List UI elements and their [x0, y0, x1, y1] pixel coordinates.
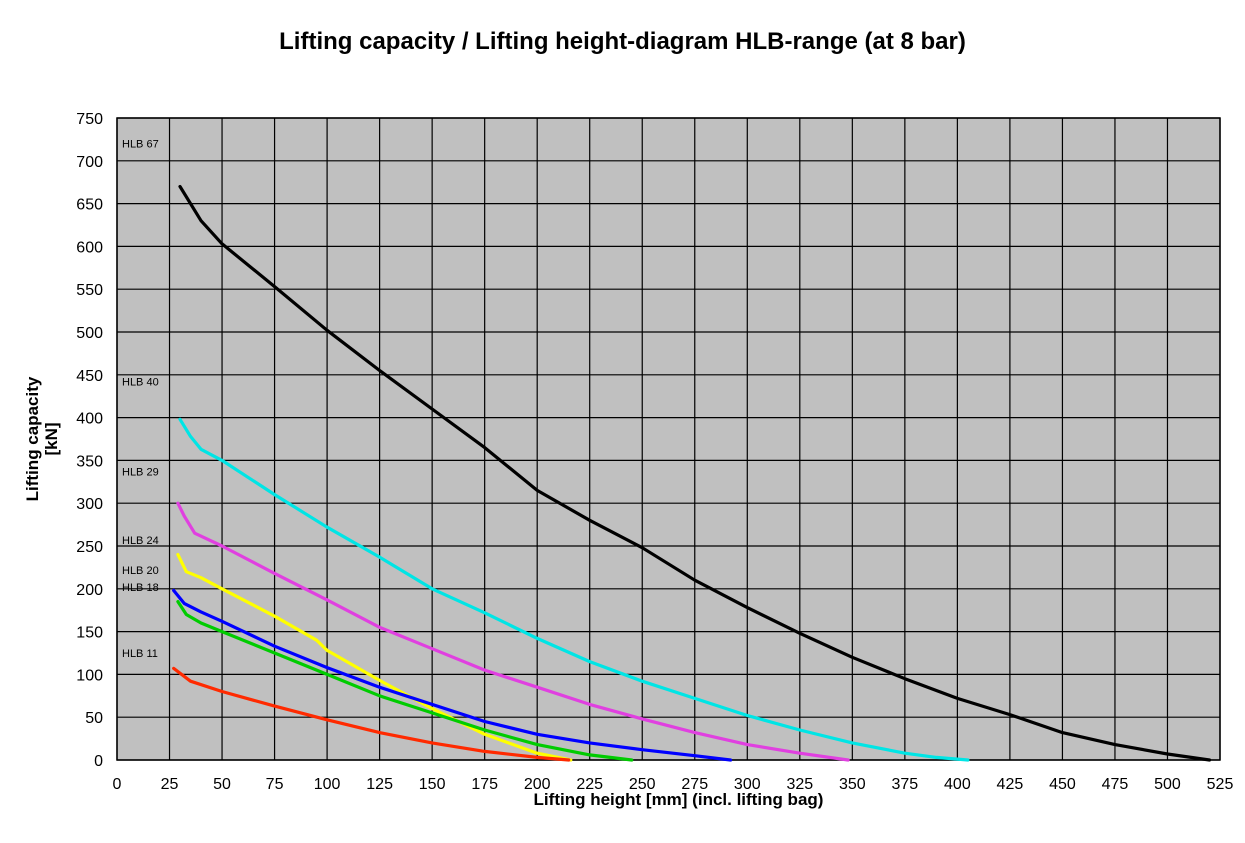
y-tick-label: 0 — [94, 753, 103, 770]
x-tick-label: 0 — [113, 776, 122, 793]
y-tick-label: 750 — [76, 111, 103, 128]
x-tick-label: 500 — [1154, 776, 1181, 793]
y-axis-title: Lifting capacity [kN] — [23, 376, 61, 501]
series-label-hlb-67: HLB 67 — [122, 139, 159, 151]
series-label-hlb-29: HLB 29 — [122, 467, 159, 479]
y-tick-label: 700 — [76, 154, 103, 171]
series-line-hlb-40 — [178, 417, 970, 762]
x-tick-label: 325 — [786, 776, 813, 793]
x-tick-label: 450 — [1049, 776, 1076, 793]
x-tick-label: 75 — [266, 776, 284, 793]
series-line-hlb-20 — [176, 599, 634, 762]
y-tick-label: 50 — [85, 710, 103, 727]
y-axis-title-line: Lifting capacity — [23, 376, 42, 501]
x-axis-title: Lifting height [mm] (incl. lifting bag) — [534, 790, 824, 809]
x-tick-label: 400 — [944, 776, 971, 793]
y-tick-label: 200 — [76, 582, 103, 599]
series-label-hlb-11: HLB 11 — [122, 648, 158, 660]
y-tick-label: 150 — [76, 625, 103, 642]
x-tick-label: 25 — [161, 776, 179, 793]
y-tick-label: 400 — [76, 411, 103, 428]
x-tick-label: 275 — [681, 776, 708, 793]
x-tick-label: 475 — [1102, 776, 1129, 793]
x-tick-label: 200 — [524, 776, 551, 793]
x-tick-label: 375 — [892, 776, 919, 793]
series-label-hlb-20: HLB 20 — [122, 565, 159, 577]
series-label-hlb-40: HLB 40 — [122, 377, 159, 389]
x-tick-label: 50 — [213, 776, 231, 793]
y-tick-label: 550 — [76, 282, 103, 299]
series-line-hlb-18 — [172, 588, 733, 762]
y-axis-title-line: [kN] — [42, 422, 61, 455]
series-line-hlb-24 — [176, 552, 573, 762]
plot-area — [116, 117, 1221, 761]
series-line-hlb-11 — [172, 666, 571, 762]
y-tick-label: 600 — [76, 239, 103, 256]
x-tick-label: 125 — [366, 776, 393, 793]
series-line-hlb-67 — [178, 184, 1212, 762]
y-tick-label: 450 — [76, 368, 103, 385]
y-tick-label: 250 — [76, 539, 103, 556]
x-tick-label: 525 — [1207, 776, 1234, 793]
x-tick-label: 100 — [314, 776, 341, 793]
series-label-hlb-24: HLB 24 — [122, 535, 159, 547]
chart-title: Lifting capacity / Lifting height-diagra… — [279, 28, 966, 55]
x-tick-label: 225 — [576, 776, 603, 793]
series-label-hlb-18: HLB 18 — [122, 582, 159, 594]
x-tick-label: 300 — [734, 776, 761, 793]
y-tick-label: 300 — [76, 496, 103, 513]
x-tick-label: 175 — [471, 776, 498, 793]
x-tick-label: 425 — [997, 776, 1024, 793]
y-tick-label: 350 — [76, 453, 103, 470]
y-tick-label: 650 — [76, 197, 103, 214]
y-tick-label: 100 — [76, 667, 103, 684]
x-tick-label: 150 — [419, 776, 446, 793]
y-tick-label: 500 — [76, 325, 103, 342]
series-line-hlb-29 — [176, 501, 850, 762]
x-tick-label: 250 — [629, 776, 656, 793]
x-tick-label: 350 — [839, 776, 866, 793]
